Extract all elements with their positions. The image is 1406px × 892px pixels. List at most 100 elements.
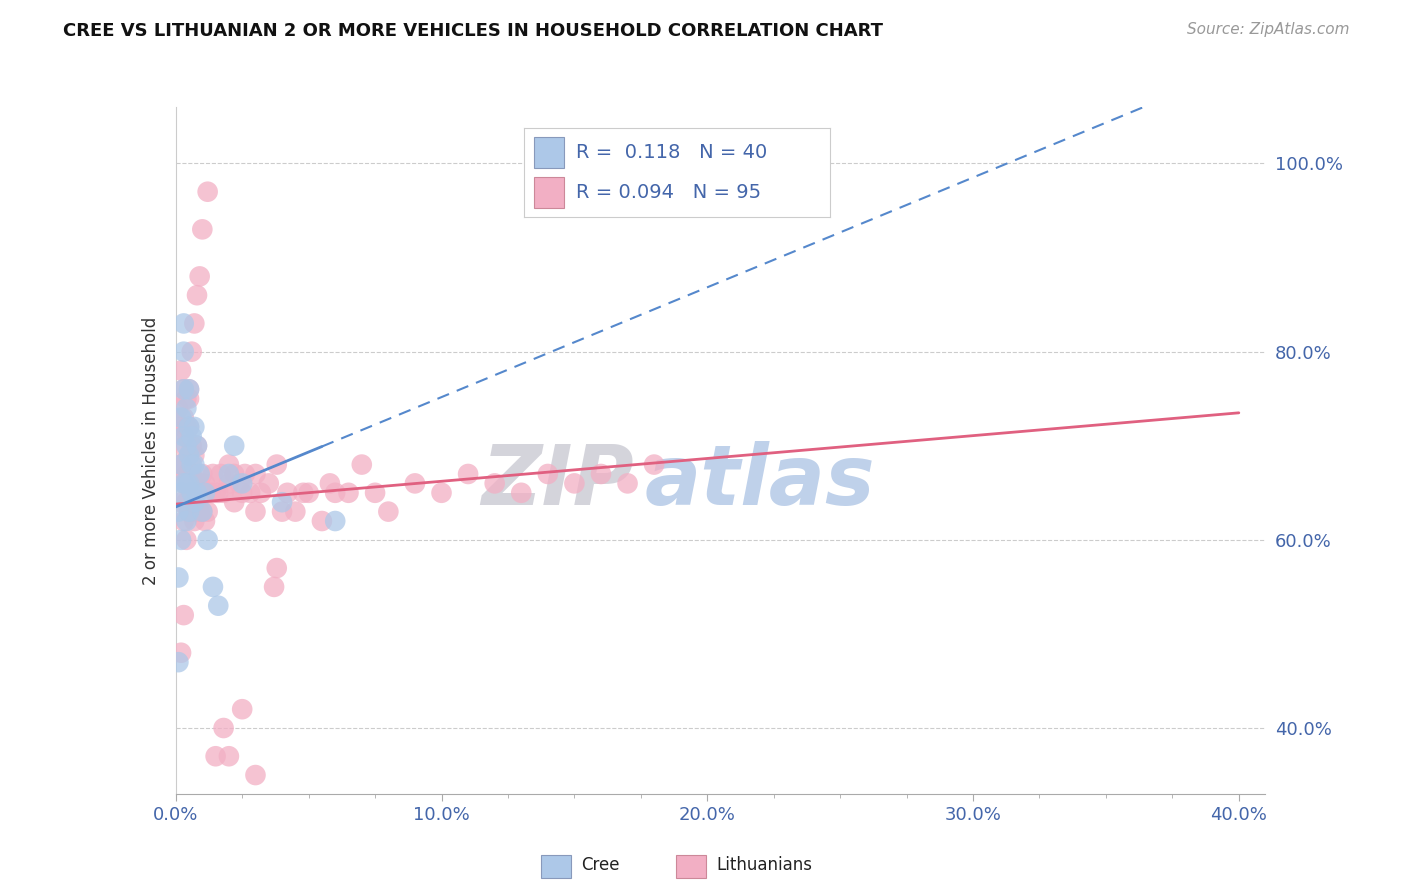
Point bbox=[266, 561, 288, 575]
Point bbox=[173, 382, 195, 396]
Point bbox=[183, 448, 205, 462]
Point bbox=[377, 505, 399, 519]
Point bbox=[188, 476, 211, 491]
Point bbox=[194, 514, 217, 528]
Point bbox=[173, 429, 195, 443]
Point bbox=[292, 485, 315, 500]
Point bbox=[167, 570, 190, 584]
Point bbox=[249, 485, 271, 500]
Point bbox=[350, 458, 373, 472]
Point bbox=[186, 476, 208, 491]
Point bbox=[228, 476, 250, 491]
Point bbox=[177, 476, 200, 491]
Point bbox=[170, 485, 193, 500]
Point bbox=[183, 514, 205, 528]
Point bbox=[183, 420, 205, 434]
Point bbox=[183, 485, 205, 500]
Point bbox=[177, 420, 200, 434]
Point bbox=[176, 476, 198, 491]
Point bbox=[271, 495, 294, 509]
Point bbox=[180, 429, 202, 443]
Point bbox=[337, 485, 360, 500]
Point bbox=[245, 505, 267, 519]
Point bbox=[170, 458, 193, 472]
Point bbox=[188, 505, 211, 519]
Point bbox=[176, 420, 198, 434]
Point bbox=[323, 485, 346, 500]
Point bbox=[200, 485, 222, 500]
Point bbox=[276, 485, 298, 500]
Point bbox=[173, 476, 195, 491]
Point bbox=[177, 505, 200, 519]
Point bbox=[177, 476, 200, 491]
Point bbox=[180, 505, 202, 519]
Point bbox=[266, 458, 288, 472]
Point bbox=[212, 485, 235, 500]
Text: Source: ZipAtlas.com: Source: ZipAtlas.com bbox=[1187, 22, 1350, 37]
Point bbox=[188, 467, 211, 481]
Point bbox=[457, 467, 479, 481]
Point bbox=[218, 476, 240, 491]
Point bbox=[186, 485, 208, 500]
Point bbox=[271, 505, 294, 519]
Point bbox=[180, 439, 202, 453]
Point bbox=[176, 392, 198, 406]
Point bbox=[643, 458, 665, 472]
Point bbox=[231, 485, 253, 500]
Y-axis label: 2 or more Vehicles in Household: 2 or more Vehicles in Household bbox=[142, 317, 160, 584]
Point bbox=[616, 476, 638, 491]
Point bbox=[173, 382, 195, 396]
Point bbox=[218, 467, 240, 481]
Point bbox=[319, 476, 342, 491]
Point bbox=[167, 401, 190, 416]
Point bbox=[233, 467, 256, 481]
Point bbox=[177, 382, 200, 396]
Point bbox=[177, 448, 200, 462]
Point bbox=[173, 608, 195, 623]
Point bbox=[167, 458, 190, 472]
Point bbox=[204, 749, 226, 764]
Point bbox=[218, 458, 240, 472]
Point bbox=[173, 317, 195, 331]
Point bbox=[231, 702, 253, 716]
Point bbox=[197, 185, 219, 199]
Text: Lithuanians: Lithuanians bbox=[717, 856, 813, 874]
Point bbox=[173, 344, 195, 359]
Point bbox=[197, 533, 219, 547]
Point bbox=[257, 476, 280, 491]
Point bbox=[170, 495, 193, 509]
Point bbox=[212, 721, 235, 735]
Point bbox=[176, 514, 198, 528]
Point bbox=[218, 749, 240, 764]
Text: CREE VS LITHUANIAN 2 OR MORE VEHICLES IN HOUSEHOLD CORRELATION CHART: CREE VS LITHUANIAN 2 OR MORE VEHICLES IN… bbox=[63, 22, 883, 40]
Point bbox=[298, 485, 321, 500]
Point bbox=[194, 485, 217, 500]
Point bbox=[323, 514, 346, 528]
Point bbox=[173, 514, 195, 528]
Point bbox=[177, 505, 200, 519]
Point bbox=[245, 768, 267, 782]
Point bbox=[170, 458, 193, 472]
Point bbox=[180, 458, 202, 472]
Point bbox=[176, 401, 198, 416]
Point bbox=[224, 495, 246, 509]
Point bbox=[186, 439, 208, 453]
Point bbox=[197, 505, 219, 519]
Point bbox=[201, 467, 224, 481]
Point bbox=[176, 533, 198, 547]
Point bbox=[204, 485, 226, 500]
Point bbox=[170, 420, 193, 434]
Point bbox=[170, 410, 193, 425]
Point bbox=[170, 646, 193, 660]
Point bbox=[564, 476, 586, 491]
Point bbox=[191, 505, 214, 519]
Point bbox=[183, 317, 205, 331]
Point bbox=[176, 467, 198, 481]
Text: Cree: Cree bbox=[582, 856, 620, 874]
Point bbox=[177, 448, 200, 462]
Point bbox=[170, 363, 193, 377]
Point bbox=[170, 533, 193, 547]
Point bbox=[589, 467, 612, 481]
Point bbox=[180, 344, 202, 359]
Point bbox=[201, 580, 224, 594]
